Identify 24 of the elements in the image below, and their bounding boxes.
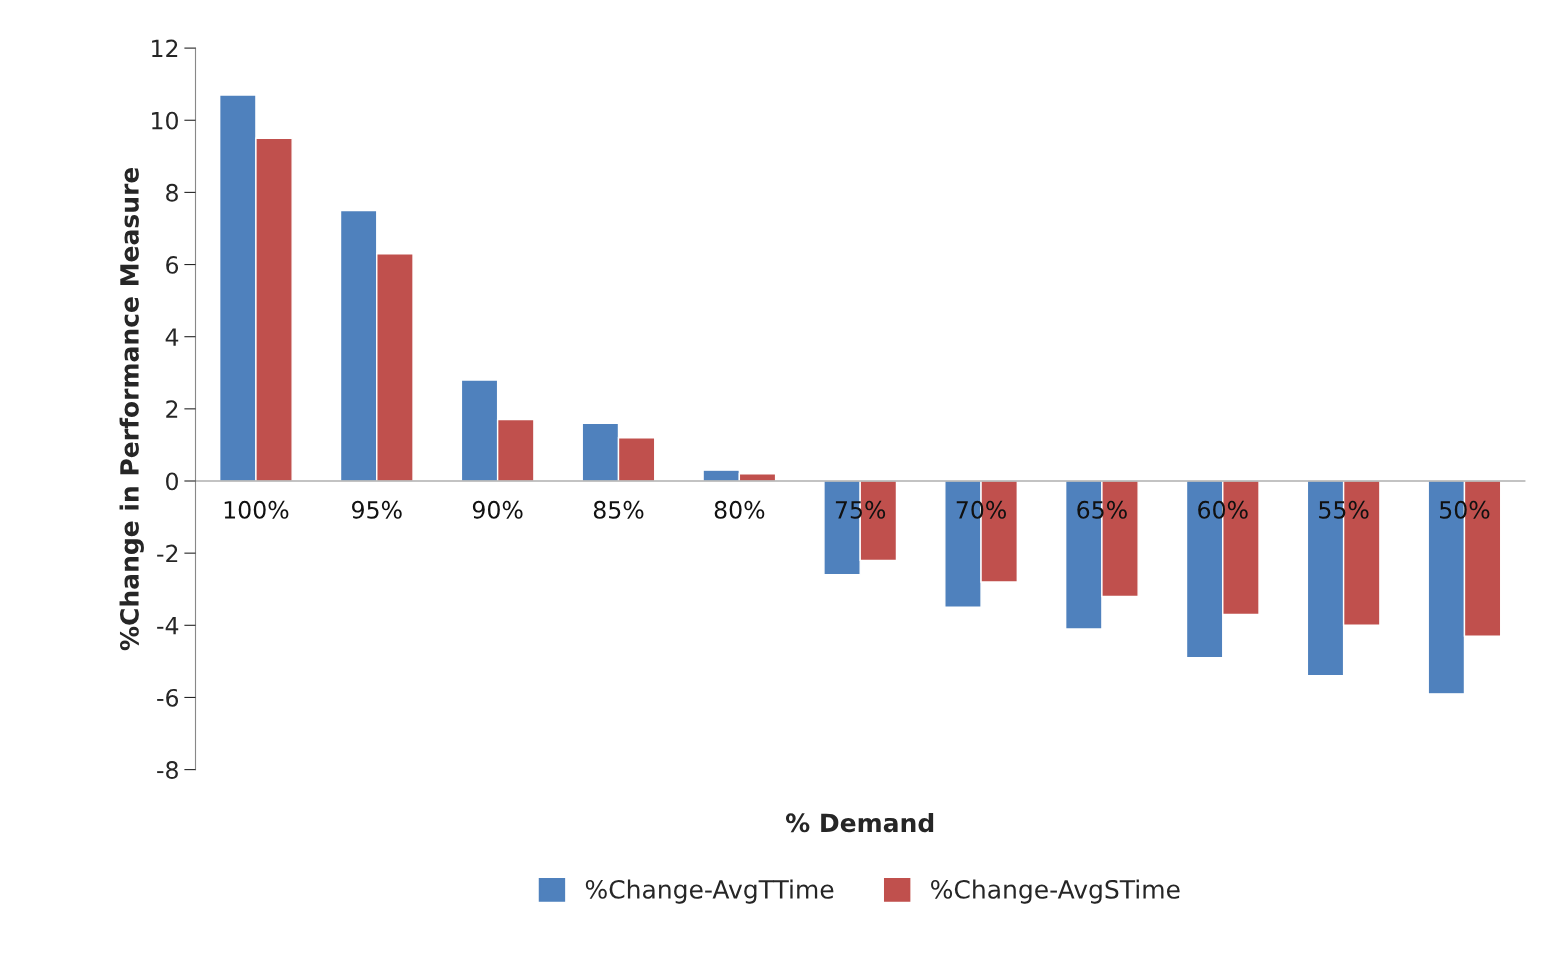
y-tick-label: 2: [166, 400, 178, 418]
y-tick-label: -6: [157, 688, 179, 707]
y-tick-label: 4: [165, 328, 179, 346]
x-tick-label: 90%: [472, 500, 523, 519]
y-tick-label: 10: [152, 111, 178, 130]
x-tick-label: 95%: [352, 500, 402, 519]
x-axis-title: % Demand: [785, 812, 934, 833]
y-tick-label: 12: [152, 39, 178, 58]
y-tick-label: -2: [157, 544, 178, 563]
y-tick-label: -8: [157, 761, 178, 779]
x-tick-label: 80%: [714, 500, 765, 519]
y-axis-title: %Change in Performance Measure: [119, 167, 144, 651]
legend-label: %Change-AvgTTime: [585, 879, 834, 904]
x-tick-label: 70%: [956, 500, 1006, 519]
x-tick-label: 100%: [224, 500, 289, 519]
y-tick-label: -4: [157, 617, 179, 635]
legend-label: %Change-AvgSTime: [931, 879, 1180, 904]
x-tick-label: 75%: [835, 500, 886, 519]
y-tick-label: 8: [166, 183, 178, 202]
x-tick-label: 65%: [1077, 500, 1127, 519]
x-tick-label: 60%: [1198, 500, 1248, 519]
y-tick-label: 0: [166, 472, 178, 491]
y-tick-label: 6: [166, 256, 179, 274]
x-tick-label: 85%: [593, 500, 644, 519]
